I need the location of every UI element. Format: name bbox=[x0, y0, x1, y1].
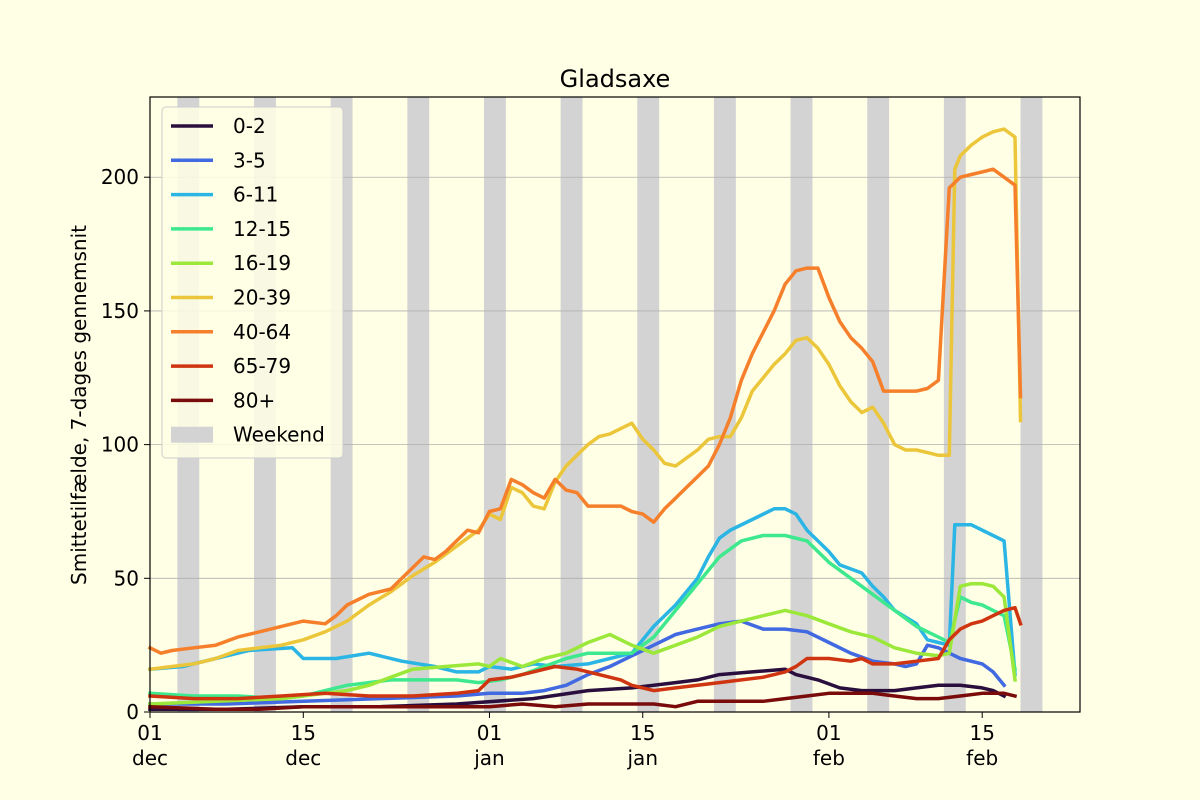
legend-label-6-11: 6-11 bbox=[233, 183, 278, 207]
plot-frame bbox=[149, 96, 1081, 713]
weekend-band-3 bbox=[407, 97, 430, 712]
weekend-band-10 bbox=[943, 97, 966, 712]
legend-label-20-39: 20-39 bbox=[233, 286, 291, 310]
weekend-band-6 bbox=[637, 97, 660, 712]
legend-label-40-64: 40-64 bbox=[233, 320, 291, 344]
y-tick-label-100: 100 bbox=[101, 433, 139, 457]
x-tick-month-4: feb bbox=[813, 746, 845, 770]
series-line-12-15 bbox=[148, 533, 1018, 701]
y-tick-label-0: 0 bbox=[126, 700, 139, 724]
weekend-band-5 bbox=[560, 97, 583, 712]
legend-label-65-79: 65-79 bbox=[233, 354, 291, 378]
y-tick-label-200: 200 bbox=[101, 165, 139, 189]
x-tick-label-0: 01 bbox=[137, 721, 162, 745]
x-tick-label-4: 01 bbox=[816, 721, 841, 745]
legend-label-80+: 80+ bbox=[233, 388, 275, 412]
series-lines bbox=[147, 127, 1023, 712]
y-axis-label: Smittetilfælde, 7-dages gennemsnit bbox=[67, 225, 91, 585]
x-tick-month-2: jan bbox=[473, 746, 505, 770]
legend-label-16-19: 16-19 bbox=[233, 251, 291, 275]
series-line-16-19 bbox=[148, 581, 1017, 706]
weekend-band-4 bbox=[483, 97, 506, 712]
legend-label-0-2: 0-2 bbox=[233, 114, 266, 138]
legend-label-3-5: 3-5 bbox=[233, 148, 266, 172]
x-tick-label-2: 01 bbox=[477, 721, 502, 745]
series-line-20-39 bbox=[148, 127, 1023, 672]
series-line-6-11 bbox=[148, 507, 1017, 677]
weekend-band-8 bbox=[790, 97, 813, 712]
y-tick-label-50: 50 bbox=[114, 566, 139, 590]
x-tick-label-1: 15 bbox=[291, 721, 316, 745]
series-line-65-79 bbox=[148, 605, 1023, 701]
x-tick-month-1: dec bbox=[285, 746, 321, 770]
chart-title: Gladsaxe bbox=[560, 65, 671, 93]
y-axis: 0 50 100 150 200 bbox=[101, 165, 150, 724]
x-tick-month-0: dec bbox=[132, 746, 168, 770]
legend-label-12-15: 12-15 bbox=[233, 217, 291, 241]
series-line-0-2 bbox=[148, 667, 1007, 712]
x-tick-label-3: 15 bbox=[630, 721, 655, 745]
series-line-80+ bbox=[148, 691, 1018, 712]
y-tick-label-150: 150 bbox=[101, 299, 139, 323]
legend-swatch-weekend bbox=[171, 426, 213, 443]
x-tick-label-5: 15 bbox=[969, 721, 994, 745]
weekend-band-11 bbox=[1020, 97, 1043, 712]
x-tick-month-5: feb bbox=[966, 746, 998, 770]
legend: 0-2 3-5 6-11 12-15 16-19 20-39 40-64 65-79 80+ We… bbox=[161, 106, 344, 459]
series-line-40-64 bbox=[147, 167, 1023, 655]
x-tick-month-3: jan bbox=[627, 746, 659, 770]
weekend-band-9 bbox=[867, 97, 890, 712]
legend-label-weekend: Weekend bbox=[233, 423, 325, 447]
